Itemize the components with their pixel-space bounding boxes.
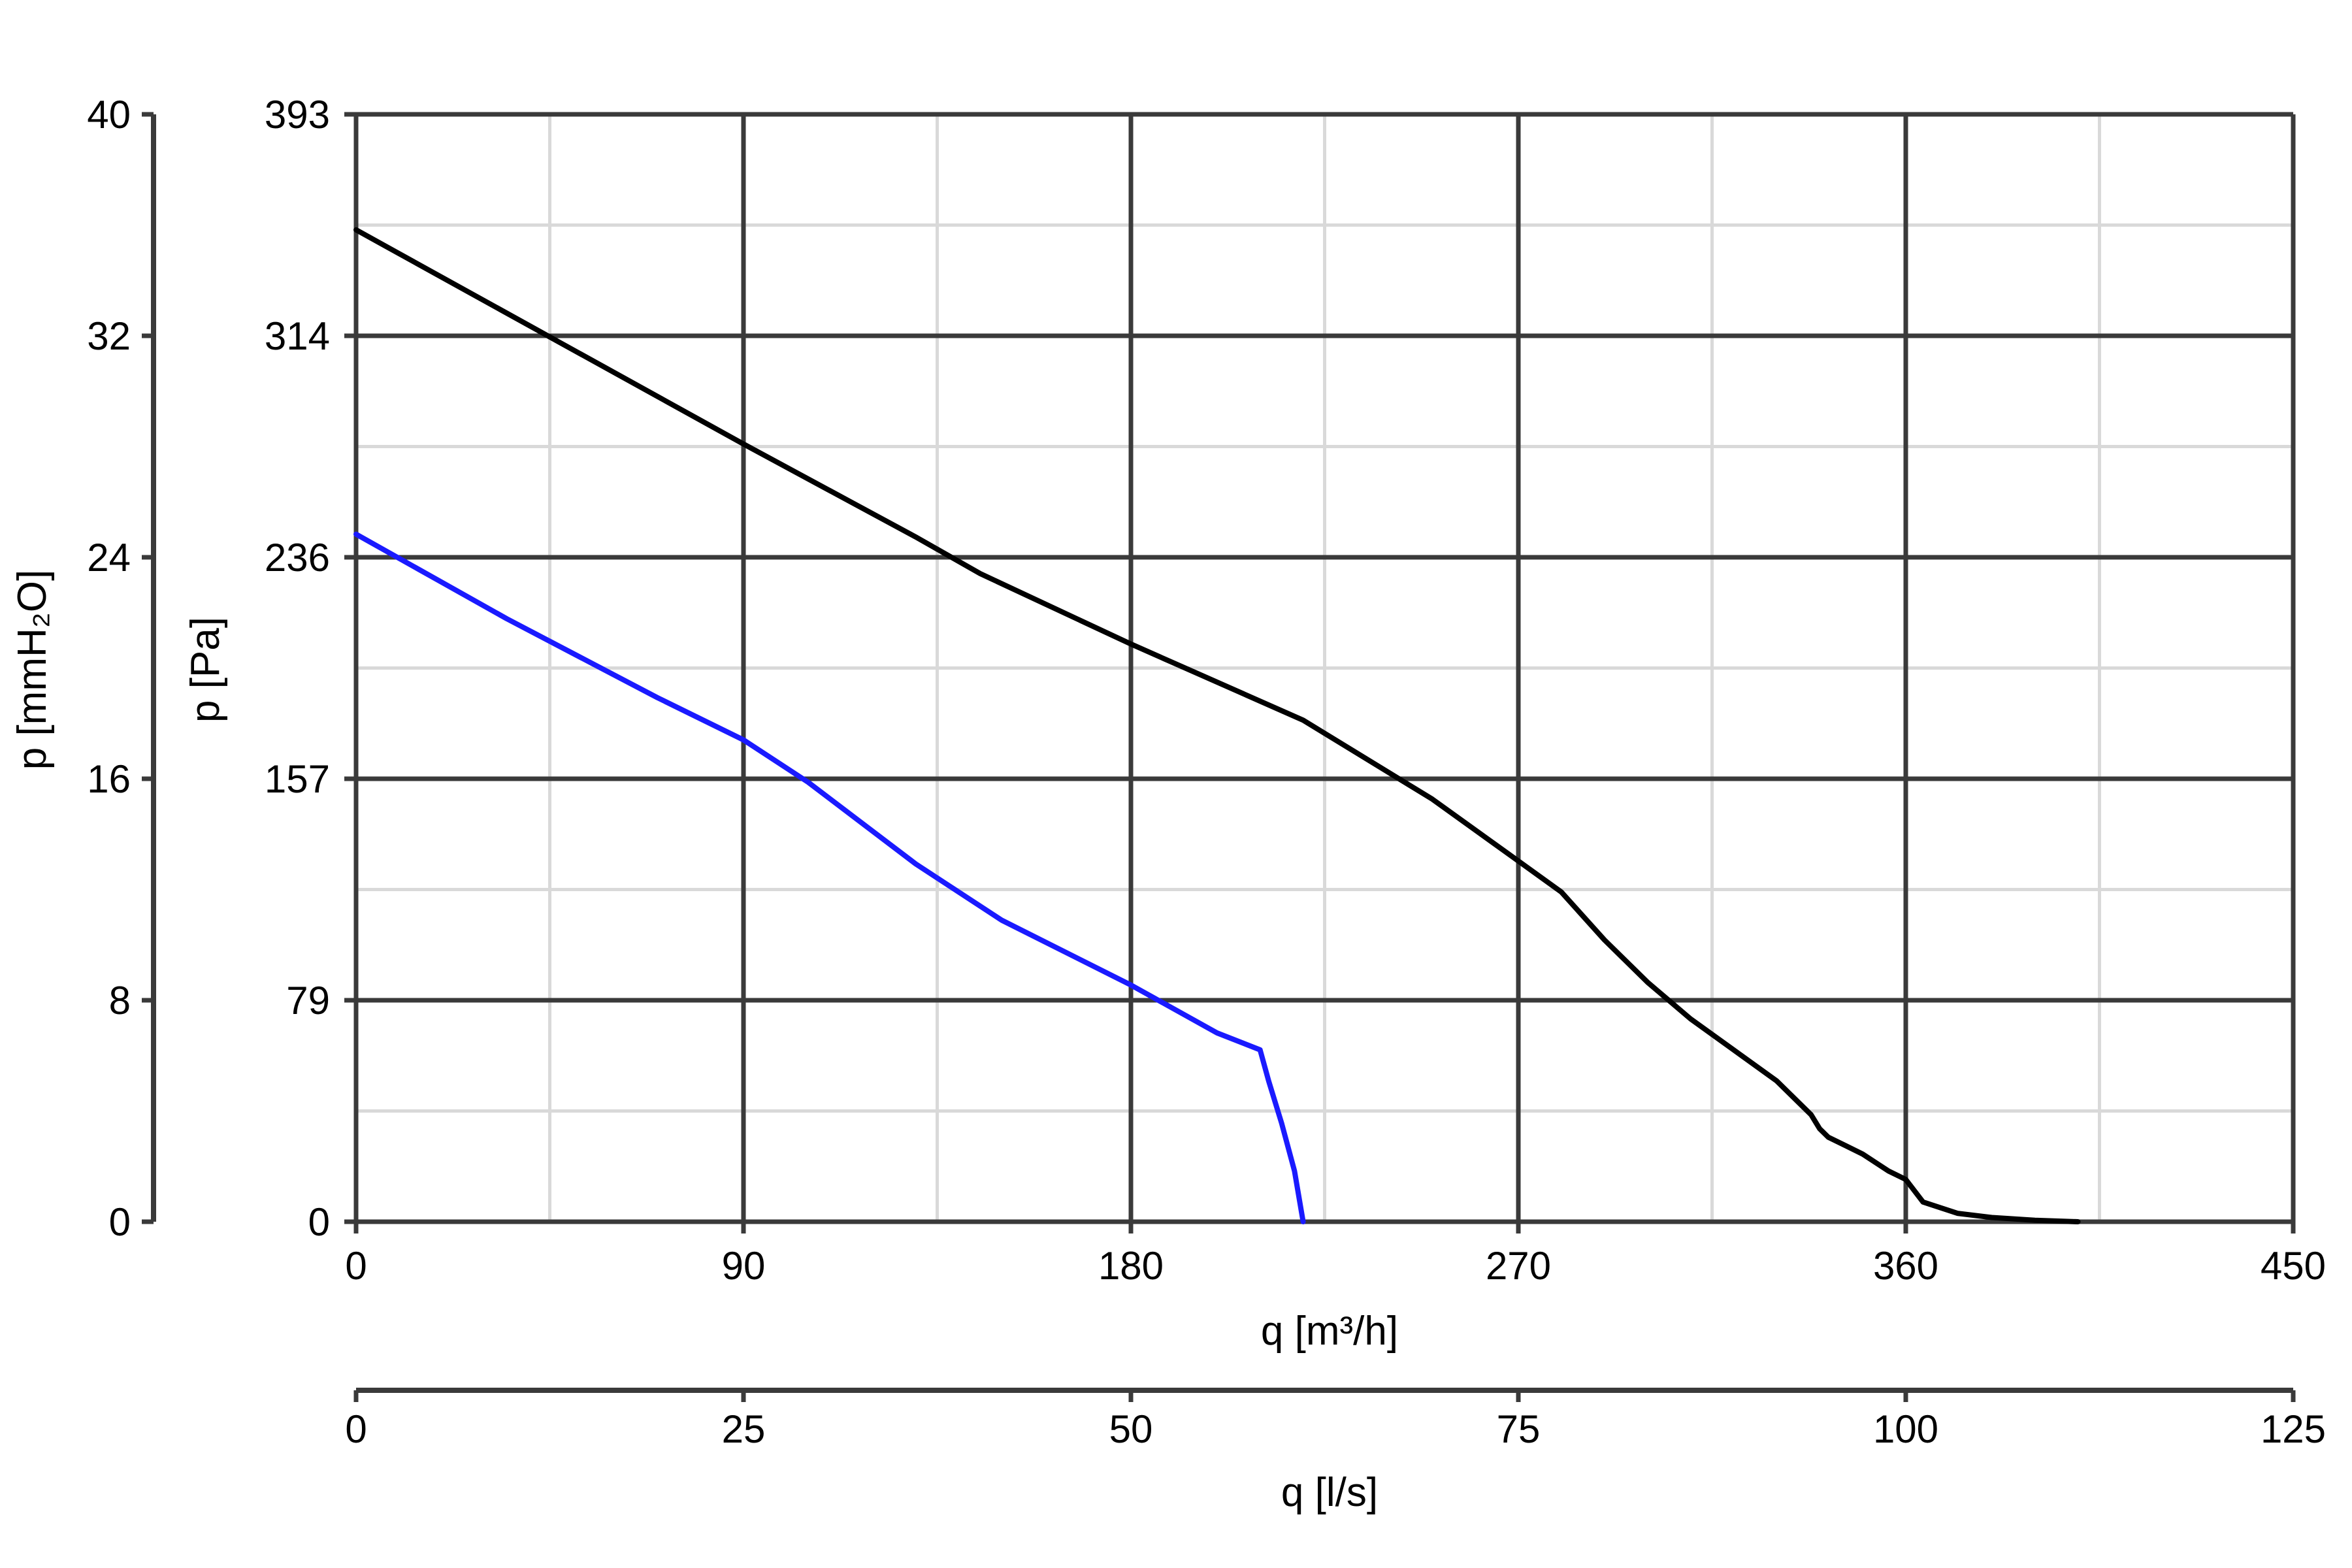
series-layer bbox=[353, 227, 2081, 1224]
y-tick-label: 0 bbox=[308, 1200, 330, 1244]
x-secondary-axis-title: q [l/s] bbox=[1281, 1470, 1378, 1515]
y-tick-label: 157 bbox=[265, 757, 330, 801]
x-secondary-tick-label: 0 bbox=[345, 1407, 367, 1451]
y-axis-title: p [Pa] bbox=[183, 617, 228, 723]
axes-layer bbox=[142, 112, 2296, 1402]
major-gridlines bbox=[353, 112, 2296, 1224]
x-secondary-tick-label: 125 bbox=[2261, 1407, 2326, 1451]
y-secondary-tick-label: 16 bbox=[87, 757, 131, 801]
x-secondary-tick-label: 25 bbox=[722, 1407, 766, 1451]
x-secondary-tick-label: 75 bbox=[1497, 1407, 1541, 1451]
y-secondary-tick-label: 32 bbox=[87, 314, 131, 358]
y-secondary-tick-label: 24 bbox=[87, 536, 131, 580]
x-tick-label: 0 bbox=[345, 1244, 367, 1288]
x-secondary-tick-label: 50 bbox=[1109, 1407, 1153, 1451]
y-secondary-tick-label: 40 bbox=[87, 93, 131, 137]
y-tick-label: 393 bbox=[265, 93, 330, 137]
x-tick-label: 360 bbox=[1873, 1244, 1938, 1288]
y-tick-label: 314 bbox=[265, 314, 330, 358]
tick-labels: 0 8 16 24 32 40 0 79 157 236 314 393 0 90 180 270 360 450… bbox=[87, 93, 2326, 1451]
y-secondary-axis-title: p [mmH₂O] bbox=[10, 570, 55, 770]
series-line-2 bbox=[353, 531, 1306, 1224]
x-tick-label: 90 bbox=[722, 1244, 766, 1288]
x-tick-label: 180 bbox=[1098, 1244, 1164, 1288]
y-secondary-tick-label: 0 bbox=[109, 1200, 131, 1244]
y-tick-label: 79 bbox=[286, 979, 330, 1022]
x-tick-label: 270 bbox=[1486, 1244, 1551, 1288]
x-tick-label: 450 bbox=[2261, 1244, 2326, 1288]
x-secondary-tick-label: 100 bbox=[1873, 1407, 1938, 1451]
series-line-1 bbox=[353, 227, 2081, 1224]
x-axis-title: q [m³/h] bbox=[1261, 1309, 1398, 1354]
minor-gridlines bbox=[356, 114, 2293, 1222]
y-secondary-tick-label: 8 bbox=[109, 979, 131, 1022]
y-tick-label: 236 bbox=[265, 536, 330, 580]
